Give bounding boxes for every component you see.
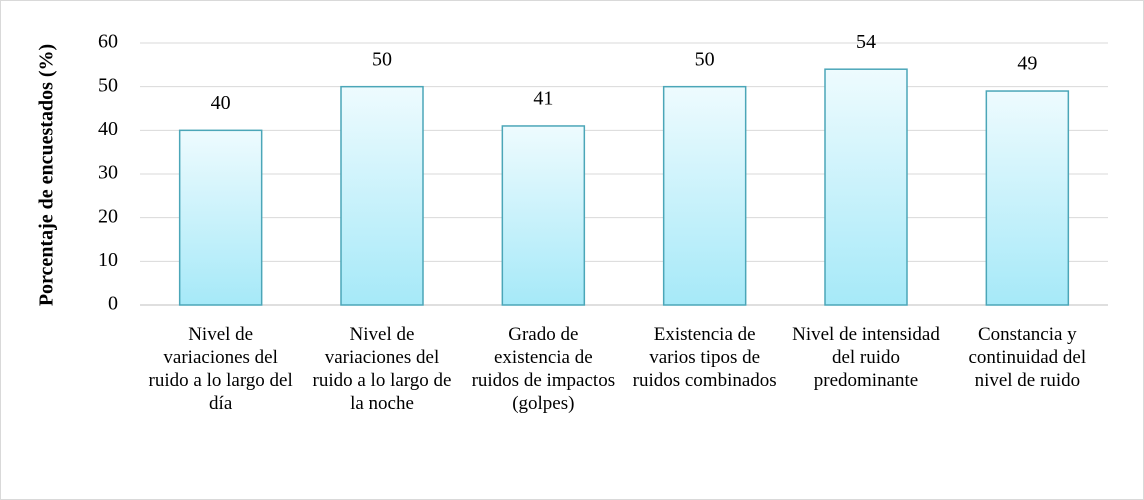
y-tick-label: 60 <box>98 31 118 53</box>
data-label: 41 <box>533 88 553 110</box>
bar <box>662 85 747 306</box>
data-label: 54 <box>856 31 876 53</box>
y-tick-label: 20 <box>98 205 118 227</box>
y-tick-label: 50 <box>98 74 118 96</box>
data-label: 40 <box>211 92 231 114</box>
bar <box>985 90 1070 306</box>
bar <box>501 125 586 306</box>
data-label: 49 <box>1017 53 1037 75</box>
y-tick-label: 30 <box>98 162 118 184</box>
x-tick-label: Nivel de variaciones del ruido a lo largo … <box>149 324 293 414</box>
y-axis-label: Porcentaje de encuestados (%) <box>36 44 58 306</box>
y-tick-label: 10 <box>98 249 118 271</box>
x-tick-label: Existencia de varios tipos de ruidos combi… <box>633 324 777 391</box>
x-tick-label: Nivel de variaciones del ruido a lo largo … <box>313 324 452 414</box>
bar <box>824 68 908 306</box>
y-tick-label: 0 <box>108 293 118 315</box>
data-label: 50 <box>372 48 392 70</box>
x-tick-label: Grado de existencia de ruidos de impactos(… <box>472 324 616 414</box>
bar <box>340 85 424 306</box>
bar <box>178 129 263 306</box>
x-tick-label: Nivel de intensidad del ruido predominante <box>792 324 940 391</box>
data-label: 50 <box>695 48 715 70</box>
x-tick-label: Constancia y continuidad del nivel de ruid… <box>968 324 1086 391</box>
y-tick-label: 40 <box>98 118 118 140</box>
